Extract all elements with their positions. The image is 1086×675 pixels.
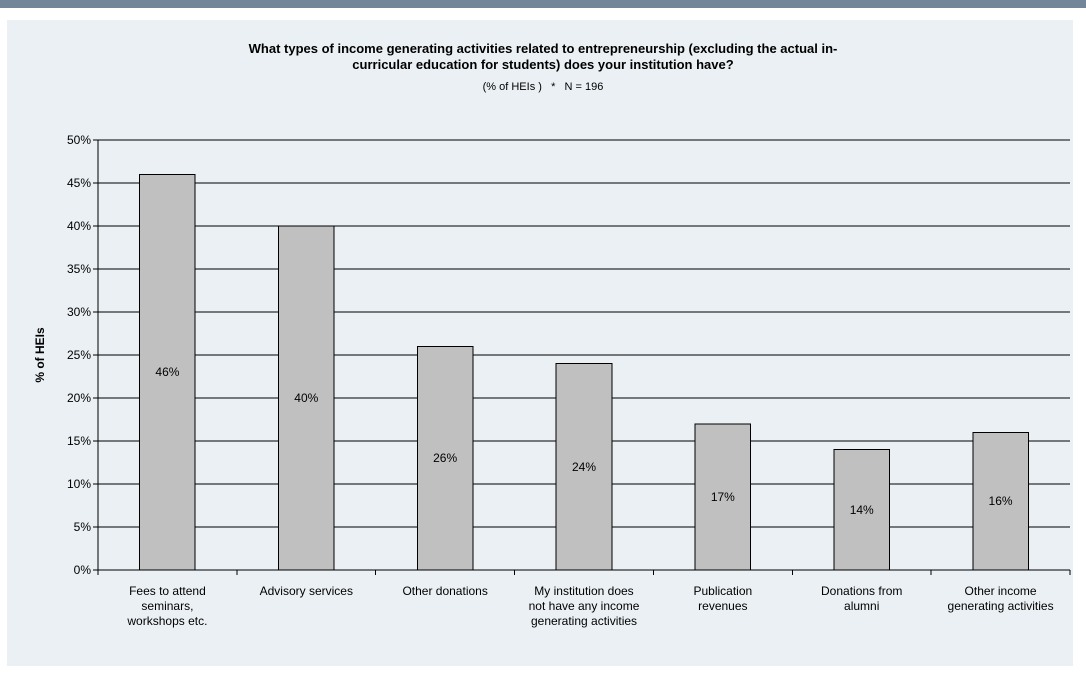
chart-title-line-1: What types of income generating activiti… <box>248 41 838 56</box>
top-accent-bar <box>0 0 1086 8</box>
y-tick-label: 35% <box>67 262 91 276</box>
data-label: 26% <box>433 451 457 465</box>
chart-title: What types of income generating activiti… <box>0 41 1086 73</box>
chart-subtitle: (% of HEIs ) * N = 196 <box>482 81 604 93</box>
y-tick-label: 25% <box>67 348 91 362</box>
bar <box>833 449 890 571</box>
bar <box>139 173 196 571</box>
x-category-label: Publication <box>693 584 752 598</box>
x-category-label: My institution does <box>534 584 633 598</box>
chart-title-line-2: curricular education for students) does … <box>352 57 734 72</box>
y-tick-label: 50% <box>67 133 91 147</box>
x-category-label: Donations from <box>821 584 902 598</box>
y-tick-label: 45% <box>67 176 91 190</box>
x-category-label: workshops etc. <box>126 614 207 628</box>
bar <box>555 363 613 571</box>
y-tick-label: 15% <box>67 434 91 448</box>
y-tick-label: 5% <box>74 520 92 534</box>
x-category-label: Fees to attend <box>129 584 206 598</box>
data-label: 14% <box>850 503 874 517</box>
bar <box>972 431 1029 571</box>
y-tick-label: 40% <box>67 219 91 233</box>
x-category-label: generating activities <box>531 614 637 628</box>
x-category-label: revenues <box>698 599 747 613</box>
x-category-label: Advisory services <box>260 584 353 598</box>
y-tick-label: 20% <box>67 391 91 405</box>
data-label: 24% <box>572 460 596 474</box>
y-axis-label: % of HEIs <box>33 327 47 383</box>
x-category-label: alumni <box>844 599 879 613</box>
data-label: 17% <box>711 490 735 504</box>
y-tick-label: 10% <box>67 477 91 491</box>
bar <box>694 423 752 571</box>
bar <box>278 225 335 571</box>
bar <box>416 345 474 571</box>
data-label: 16% <box>989 494 1013 508</box>
x-category-label: seminars, <box>141 599 193 613</box>
x-category-label: Other donations <box>402 584 487 598</box>
data-label: 46% <box>155 365 179 379</box>
x-category-label: Other income <box>965 584 1037 598</box>
x-category-label: generating activities <box>948 599 1054 613</box>
x-category-label: not have any income <box>529 599 640 613</box>
data-label: 40% <box>294 391 318 405</box>
y-tick-label: 30% <box>67 305 91 319</box>
y-tick-label: 0% <box>74 563 92 577</box>
